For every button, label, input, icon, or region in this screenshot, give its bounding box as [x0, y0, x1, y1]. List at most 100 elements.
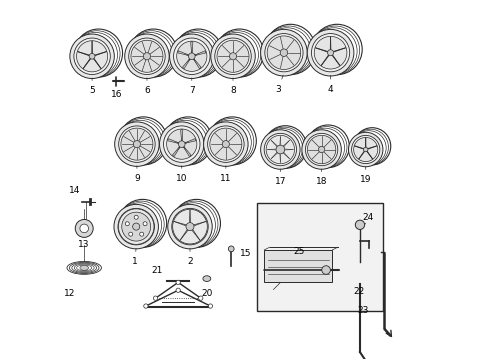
Text: 20: 20: [201, 289, 212, 298]
Circle shape: [311, 33, 349, 72]
Circle shape: [166, 129, 197, 159]
Circle shape: [75, 220, 93, 237]
Circle shape: [318, 147, 324, 153]
Circle shape: [143, 53, 150, 60]
Circle shape: [143, 222, 147, 226]
Circle shape: [301, 130, 341, 169]
Circle shape: [214, 38, 251, 75]
Text: 4: 4: [327, 75, 333, 94]
Text: 23: 23: [356, 306, 368, 315]
Text: 1: 1: [132, 248, 138, 266]
Circle shape: [185, 222, 194, 231]
Circle shape: [355, 220, 364, 229]
Circle shape: [208, 304, 212, 308]
Polygon shape: [180, 130, 183, 141]
Circle shape: [306, 30, 353, 76]
Circle shape: [122, 212, 150, 241]
Circle shape: [89, 53, 95, 59]
Circle shape: [115, 122, 159, 166]
Circle shape: [80, 224, 88, 233]
Text: 5: 5: [89, 78, 95, 95]
Text: 7: 7: [188, 78, 194, 95]
Circle shape: [203, 122, 247, 166]
Circle shape: [217, 40, 248, 72]
Circle shape: [176, 41, 206, 71]
Circle shape: [167, 204, 212, 249]
Circle shape: [128, 232, 132, 236]
Circle shape: [132, 223, 140, 230]
Circle shape: [305, 133, 337, 166]
Polygon shape: [172, 147, 180, 157]
Circle shape: [176, 280, 180, 284]
Text: 9: 9: [134, 166, 140, 183]
Circle shape: [76, 41, 107, 72]
Circle shape: [264, 33, 303, 72]
Polygon shape: [183, 147, 191, 157]
Circle shape: [70, 34, 114, 78]
Circle shape: [171, 208, 208, 245]
Polygon shape: [195, 51, 205, 55]
Circle shape: [260, 130, 300, 169]
FancyBboxPatch shape: [264, 250, 332, 282]
Polygon shape: [177, 51, 188, 55]
Circle shape: [210, 34, 255, 78]
Text: 3: 3: [275, 75, 283, 94]
Circle shape: [119, 126, 155, 162]
Ellipse shape: [80, 265, 88, 270]
Polygon shape: [167, 139, 178, 143]
Circle shape: [353, 138, 377, 162]
Text: 22: 22: [352, 287, 364, 296]
Circle shape: [124, 34, 169, 78]
Circle shape: [128, 38, 165, 75]
Circle shape: [121, 128, 153, 160]
Circle shape: [327, 50, 333, 56]
Circle shape: [173, 38, 209, 75]
Circle shape: [74, 38, 110, 75]
Circle shape: [275, 145, 284, 154]
Circle shape: [209, 128, 242, 160]
Polygon shape: [190, 42, 193, 53]
Text: 13: 13: [78, 240, 90, 249]
Polygon shape: [193, 59, 201, 69]
Text: 25: 25: [293, 247, 305, 256]
Circle shape: [280, 49, 287, 57]
Circle shape: [114, 204, 158, 249]
Circle shape: [169, 34, 214, 78]
Circle shape: [229, 53, 236, 60]
Circle shape: [163, 126, 200, 162]
Text: 19: 19: [359, 167, 371, 184]
Polygon shape: [182, 59, 189, 69]
Circle shape: [131, 40, 163, 72]
Circle shape: [140, 232, 143, 236]
Polygon shape: [184, 139, 195, 143]
Text: 17: 17: [274, 169, 285, 186]
Circle shape: [363, 147, 367, 152]
Circle shape: [265, 135, 294, 164]
Text: 18: 18: [315, 169, 326, 186]
Ellipse shape: [203, 276, 210, 282]
Text: 24: 24: [362, 213, 373, 222]
Text: 21: 21: [151, 266, 162, 275]
Circle shape: [172, 209, 207, 244]
Circle shape: [118, 208, 154, 245]
Circle shape: [348, 132, 382, 167]
Circle shape: [307, 135, 335, 164]
Circle shape: [207, 126, 244, 162]
Circle shape: [266, 36, 300, 69]
Text: 15: 15: [240, 249, 251, 258]
Text: 11: 11: [220, 166, 231, 183]
Text: 16: 16: [110, 90, 122, 99]
Circle shape: [118, 209, 154, 244]
FancyBboxPatch shape: [257, 203, 382, 311]
Circle shape: [351, 135, 379, 164]
Text: 2: 2: [187, 248, 192, 266]
Circle shape: [222, 141, 229, 148]
Circle shape: [159, 122, 203, 166]
Circle shape: [153, 296, 158, 300]
Text: 8: 8: [230, 78, 235, 95]
Circle shape: [260, 30, 306, 76]
Circle shape: [188, 53, 195, 60]
Circle shape: [198, 296, 203, 300]
Circle shape: [264, 133, 296, 166]
Circle shape: [321, 266, 330, 274]
